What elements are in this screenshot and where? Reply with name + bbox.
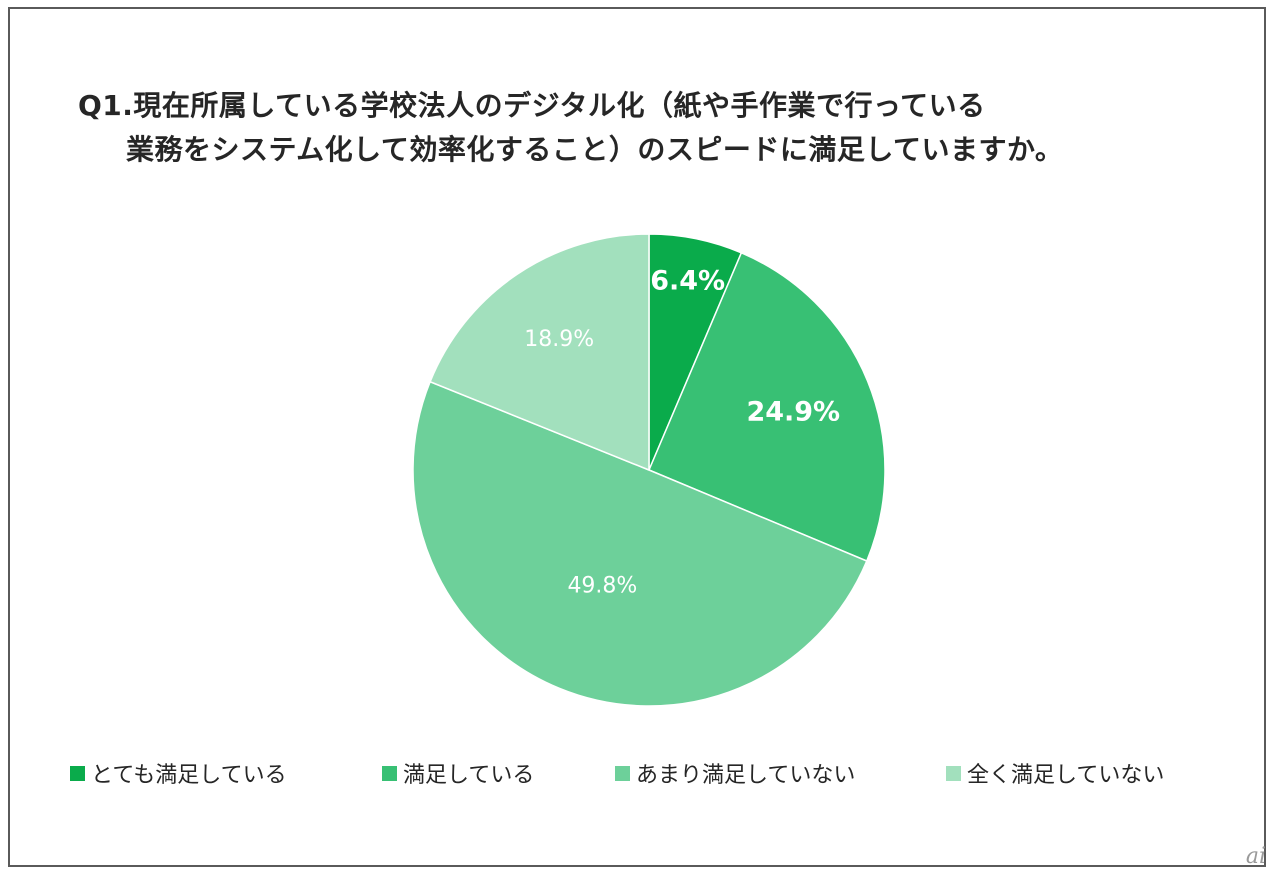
pie-slice-label-3: 49.8%	[567, 574, 637, 599]
pie-slice-3	[412, 380, 868, 707]
legend-label: あまり満足していない	[636, 763, 856, 788]
chart-title-line2: 業務をシステム化して効率化すること）のスピードに満足していますか。	[126, 133, 1064, 166]
legend-item-2: 満足している	[382, 757, 534, 789]
pie-slice-label-2: 24.9%	[746, 396, 840, 427]
legend-item-3: あまり満足していない	[615, 757, 855, 789]
legend-swatch	[946, 765, 961, 781]
legend-label: 全く満足していない	[967, 763, 1165, 788]
legend-swatch	[382, 765, 397, 781]
legend-label: とても満足している	[91, 763, 287, 788]
legend-swatch	[615, 765, 630, 781]
legend-label: 満足している	[403, 763, 535, 788]
chart-title: Q1.現在所属している学校法人のデジタル化（紙や手作業で行っている 業務をシステ…	[78, 84, 1063, 172]
legend-item-1: とても満足している	[70, 757, 287, 789]
watermark-logo: ai	[1245, 844, 1266, 869]
pie-slice-label-4: 18.9%	[524, 327, 594, 352]
pie-slice-label-1: 6.4%	[650, 265, 725, 296]
legend-item-4: 全く満足していない	[946, 757, 1164, 789]
legend-swatch	[70, 765, 85, 781]
chart-title-line1: Q1.現在所属している学校法人のデジタル化（紙や手作業で行っている	[78, 89, 986, 122]
pie-slice-2	[648, 251, 886, 562]
pie-slice-4	[429, 233, 650, 472]
